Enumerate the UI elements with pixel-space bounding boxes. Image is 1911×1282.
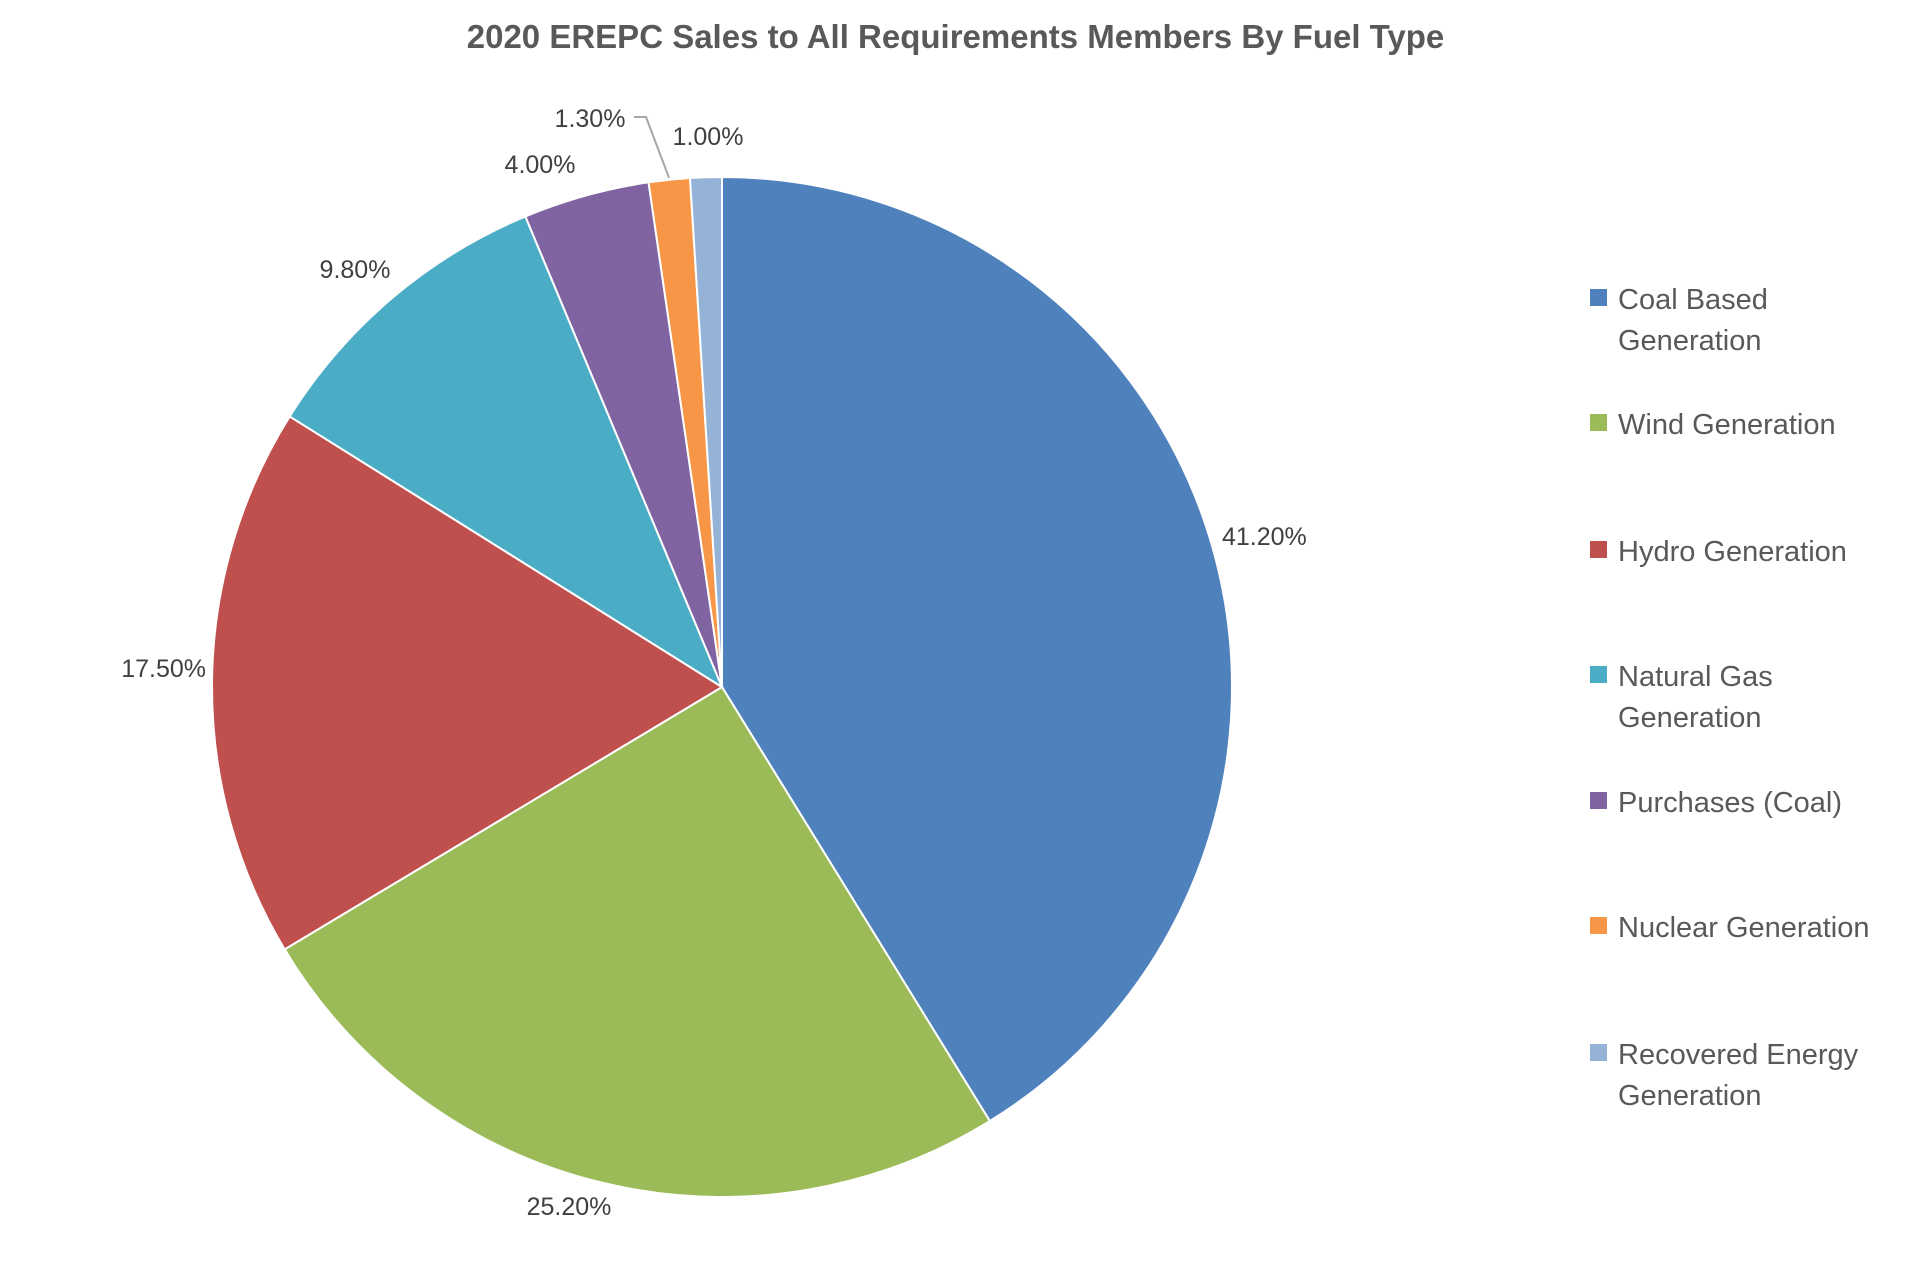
pie-slice-recovered-energy-generation xyxy=(688,175,723,688)
legend-label: Purchases (Coal) xyxy=(1618,787,1843,819)
leader-lines xyxy=(634,116,670,179)
data-labels: 41.20% 25.20% 17.50% 9.80% 4.00% 1.30% 1.00% xyxy=(121,105,1307,1221)
legend-item-hydro-generation: Hydro Generation xyxy=(1590,532,1890,573)
legend-label: Wind Generation xyxy=(1618,409,1836,441)
leader-line-nuclear-generation xyxy=(634,116,670,179)
pie-slice-hydro-generation xyxy=(211,415,724,951)
legend-swatch xyxy=(1590,289,1607,306)
legend-label: Nuclear Generation xyxy=(1618,912,1870,944)
legend-item-natural-gas-generation: Natural Gas Generation xyxy=(1590,657,1890,739)
legend-label: Recovered Energy Generation xyxy=(1618,1039,1859,1112)
legend-item-coal-based-generation: Coal Based Generation xyxy=(1590,280,1890,362)
pie-slice-natural-gas-generation xyxy=(288,215,725,690)
data-label-natural-gas-generation: 9.80% xyxy=(320,256,391,284)
legend-swatch xyxy=(1590,1044,1607,1061)
data-label-coal-based-generation: 41.20% xyxy=(1222,523,1307,551)
data-label-wind-generation: 25.20% xyxy=(527,1193,612,1221)
data-label-purchases-coal: 4.00% xyxy=(505,151,576,179)
data-label-recovered-energy-generation: 1.00% xyxy=(673,123,744,151)
legend-label: Natural Gas Generation xyxy=(1618,661,1773,734)
pie-slices xyxy=(211,175,1234,1199)
data-label-hydro-generation: 17.50% xyxy=(121,655,206,683)
legend-label: Coal Based Generation xyxy=(1618,284,1768,357)
legend-swatch xyxy=(1590,541,1607,558)
legend-swatch xyxy=(1590,792,1607,809)
legend-item-wind-generation: Wind Generation xyxy=(1590,405,1890,446)
legend-item-purchases-coal: Purchases (Coal) xyxy=(1590,783,1890,824)
data-label-nuclear-generation: 1.30% xyxy=(555,105,626,133)
chart-title: 2020 EREPC Sales to All Requirements Mem… xyxy=(466,18,1445,55)
legend-swatch xyxy=(1590,666,1607,683)
pie-slice-coal-based-generation xyxy=(721,175,1234,1123)
legend-item-nuclear-generation: Nuclear Generation xyxy=(1590,908,1890,949)
legend-item-recovered-energy-generation: Recovered Energy Generation xyxy=(1590,1035,1890,1117)
pie-slice-wind-generation xyxy=(283,685,992,1199)
legend-swatch xyxy=(1590,414,1607,431)
legend-swatch xyxy=(1590,917,1607,934)
legend-label: Hydro Generation xyxy=(1618,536,1847,568)
